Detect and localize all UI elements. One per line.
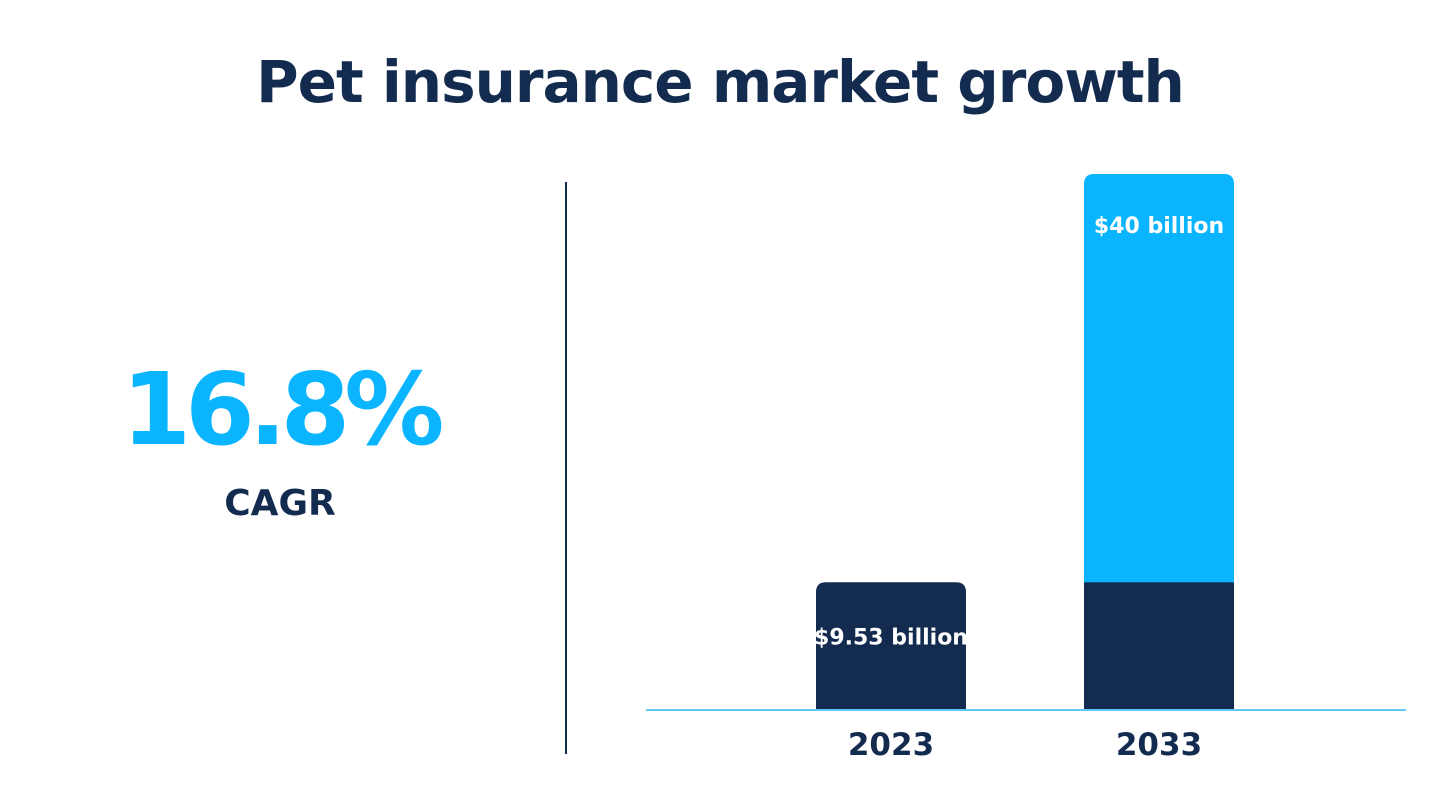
cagr-label: CAGR: [224, 483, 336, 524]
data-label: $9.53 billion: [814, 625, 968, 650]
x-tick-label: 2023: [848, 727, 934, 763]
divider: [565, 182, 567, 754]
bar-base-segment-2033: [1084, 582, 1234, 710]
page-title: Pet insurance market growth: [256, 48, 1185, 116]
x-tick-label: 2033: [1116, 727, 1202, 763]
data-label: $40 billion: [1094, 214, 1224, 239]
cagr-value: 16.8%: [121, 351, 445, 468]
cagr-callout: 16.8% CAGR: [110, 351, 450, 525]
bar-2033: [1084, 174, 1234, 710]
bar-2023: [816, 582, 966, 710]
